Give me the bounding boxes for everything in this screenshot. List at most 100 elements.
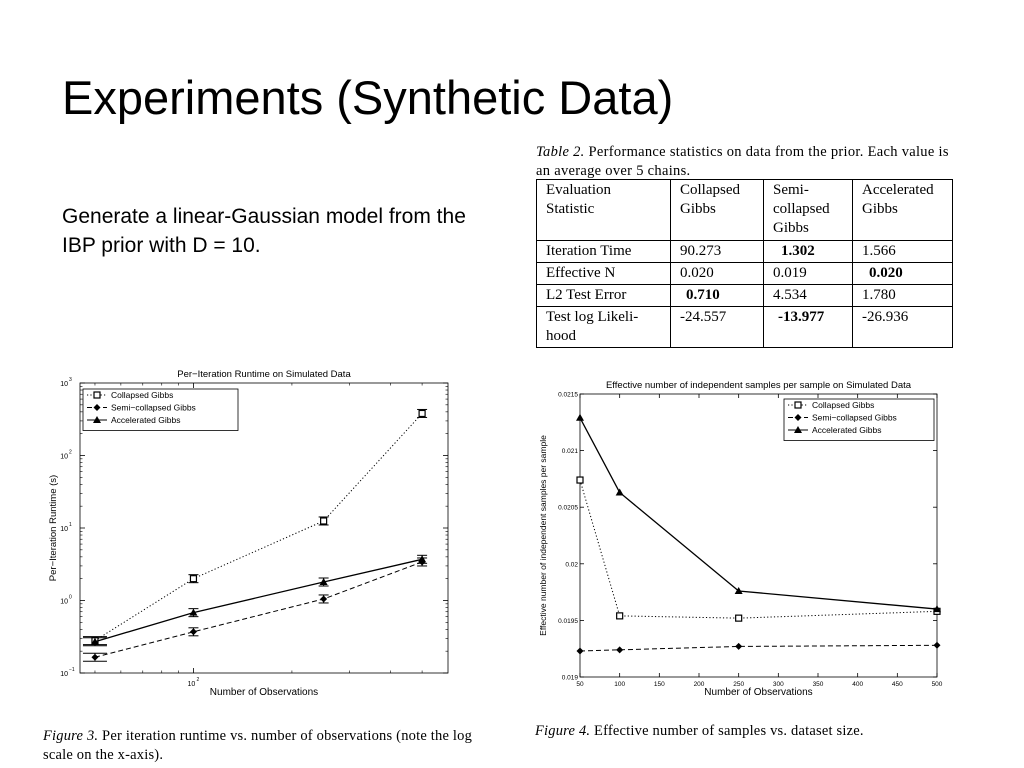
table-cell: -13.977 xyxy=(763,306,853,348)
table-cell: 0.020 xyxy=(670,262,764,285)
data-point xyxy=(418,409,426,418)
data-point xyxy=(933,605,941,613)
series-line xyxy=(94,413,423,642)
series-line xyxy=(579,644,938,652)
x-tick-label: 150 xyxy=(654,681,665,688)
x-tick-label: 500 xyxy=(932,681,943,688)
legend-box xyxy=(783,398,935,441)
header-line: Accelerated xyxy=(862,182,934,198)
legend-label: Semi−collapsed Gibbs xyxy=(111,403,196,413)
x-tick-label: 300 xyxy=(773,681,784,688)
y-tick-label: 0.021 xyxy=(562,448,579,455)
table-cell: 1.566 xyxy=(852,240,953,263)
legend-label: Collapsed Gibbs xyxy=(111,390,173,400)
data-point xyxy=(615,488,624,496)
x-tick-label: 450 xyxy=(892,681,903,688)
y-tick-label: 10 xyxy=(60,526,68,533)
figure4-caption-label: Figure 4. xyxy=(535,723,591,739)
data-point xyxy=(933,641,941,649)
table-cell: 1.302 xyxy=(763,240,853,263)
figure3-caption: Figure 3. Per iteration runtime vs. numb… xyxy=(43,727,473,765)
series-line xyxy=(94,561,423,658)
header-line: Statistic xyxy=(546,201,595,217)
slide-body-text: Generate a linear-Gaussian model from th… xyxy=(62,205,466,257)
data-point xyxy=(319,577,328,585)
data-point xyxy=(90,637,99,645)
legend-label: Collapsed Gibbs xyxy=(812,400,874,410)
y-tick-exponent: 1 xyxy=(69,522,72,528)
data-point xyxy=(734,586,743,594)
performance-table: Evaluation Statistic Collapsed Gibbs Semi-… xyxy=(536,179,953,348)
series-line xyxy=(94,558,423,643)
effective-samples-chart: Effective number of independent samples … xyxy=(538,380,943,698)
y-tick-label: 0.0215 xyxy=(558,392,578,399)
series-line xyxy=(579,417,938,610)
chart-title: Per−Iteration Runtime on Simulated Data xyxy=(177,369,351,380)
legend-marker xyxy=(93,416,101,423)
table-cell: 90.273 xyxy=(670,240,764,263)
chart-title: Effective number of independent samples … xyxy=(606,380,912,391)
y-tick-label: 10 xyxy=(60,671,68,678)
x-tick-label: 250 xyxy=(733,681,744,688)
x-tick-label: 200 xyxy=(694,681,705,688)
y-axis-label: Per−Iteration Runtime (s) xyxy=(48,475,59,581)
x-axis-label: Number of Observations xyxy=(210,687,318,698)
data-point xyxy=(320,517,328,525)
data-point xyxy=(320,595,328,603)
figure3-caption-text: Per iteration runtime vs. number of obse… xyxy=(43,728,473,763)
legend-marker xyxy=(794,401,802,409)
y-tick-label: 10 xyxy=(60,599,68,606)
y-tick-exponent: 3 xyxy=(69,377,72,383)
header-line: Collapsed xyxy=(680,182,740,198)
x-tick-label: 400 xyxy=(852,681,863,688)
data-point xyxy=(576,413,584,421)
legend-label: Semi−collapsed Gibbs xyxy=(812,413,897,423)
table-cell-stat: Effective N xyxy=(536,262,671,285)
x-axis-label: Number of Observations xyxy=(704,687,812,698)
table-caption: Table 2. Performance statistics on data … xyxy=(536,143,956,181)
table-caption-label: Table 2. xyxy=(536,144,585,160)
header-line: Gibbs xyxy=(862,201,898,217)
x-tick-label: 100 xyxy=(614,681,625,688)
legend-marker xyxy=(794,414,802,421)
figure4-caption: Figure 4. Effective number of samples vs… xyxy=(535,722,975,741)
legend-marker xyxy=(93,404,101,411)
table-header-row: Evaluation Statistic Collapsed Gibbs Semi-… xyxy=(536,179,953,241)
header-line: Evaluation xyxy=(546,182,611,198)
data-point xyxy=(616,612,624,620)
header-line: Semi- xyxy=(773,182,809,198)
header-line: collapsed xyxy=(773,201,830,217)
runtime-chart: Per−Iteration Runtime on Simulated Data N… xyxy=(48,369,449,698)
table-cell-stat: L2 Test Error xyxy=(536,284,671,307)
table-row: Effective N 0.020 0.019 0.020 xyxy=(536,262,953,285)
table-header-cell: Accelerated Gibbs xyxy=(852,179,953,241)
table-header-cell: Semi-collapsed Gibbs xyxy=(763,179,853,241)
data-point xyxy=(189,608,198,616)
table-cell: -26.936 xyxy=(852,306,953,348)
data-point xyxy=(418,555,427,563)
data-point xyxy=(189,628,197,636)
y-tick-exponent: 0 xyxy=(69,595,72,601)
legend-box xyxy=(82,388,239,431)
table-cell: -24.557 xyxy=(670,306,764,348)
x-tick-exponent: 2 xyxy=(196,677,199,683)
y-tick-label: 0.02 xyxy=(565,561,578,568)
legend-marker xyxy=(794,426,802,433)
table-cell: 1.780 xyxy=(852,284,953,307)
data-point xyxy=(735,642,743,650)
x-tick-label: 350 xyxy=(813,681,824,688)
y-tick-label: 10 xyxy=(60,454,68,461)
y-tick-label: 10 xyxy=(60,381,68,388)
y-tick-label: 0.0205 xyxy=(558,505,578,512)
legend-label: Accelerated Gibbs xyxy=(812,425,881,435)
y-tick-label: 0.0195 xyxy=(558,618,578,625)
data-point xyxy=(576,647,584,655)
data-point xyxy=(576,476,584,484)
data-point xyxy=(616,646,624,654)
data-point xyxy=(735,614,743,622)
table-row: L2 Test Error 0.710 4.534 1.780 xyxy=(536,284,953,307)
y-axis-label: Effective number of independent samples … xyxy=(538,435,548,636)
table-row: Test log Likeli- hood -24.557 -13.977 -2… xyxy=(536,306,953,348)
figure4-caption-text: Effective number of samples vs. dataset … xyxy=(590,723,864,739)
table-cell: 0.710 xyxy=(670,284,764,307)
